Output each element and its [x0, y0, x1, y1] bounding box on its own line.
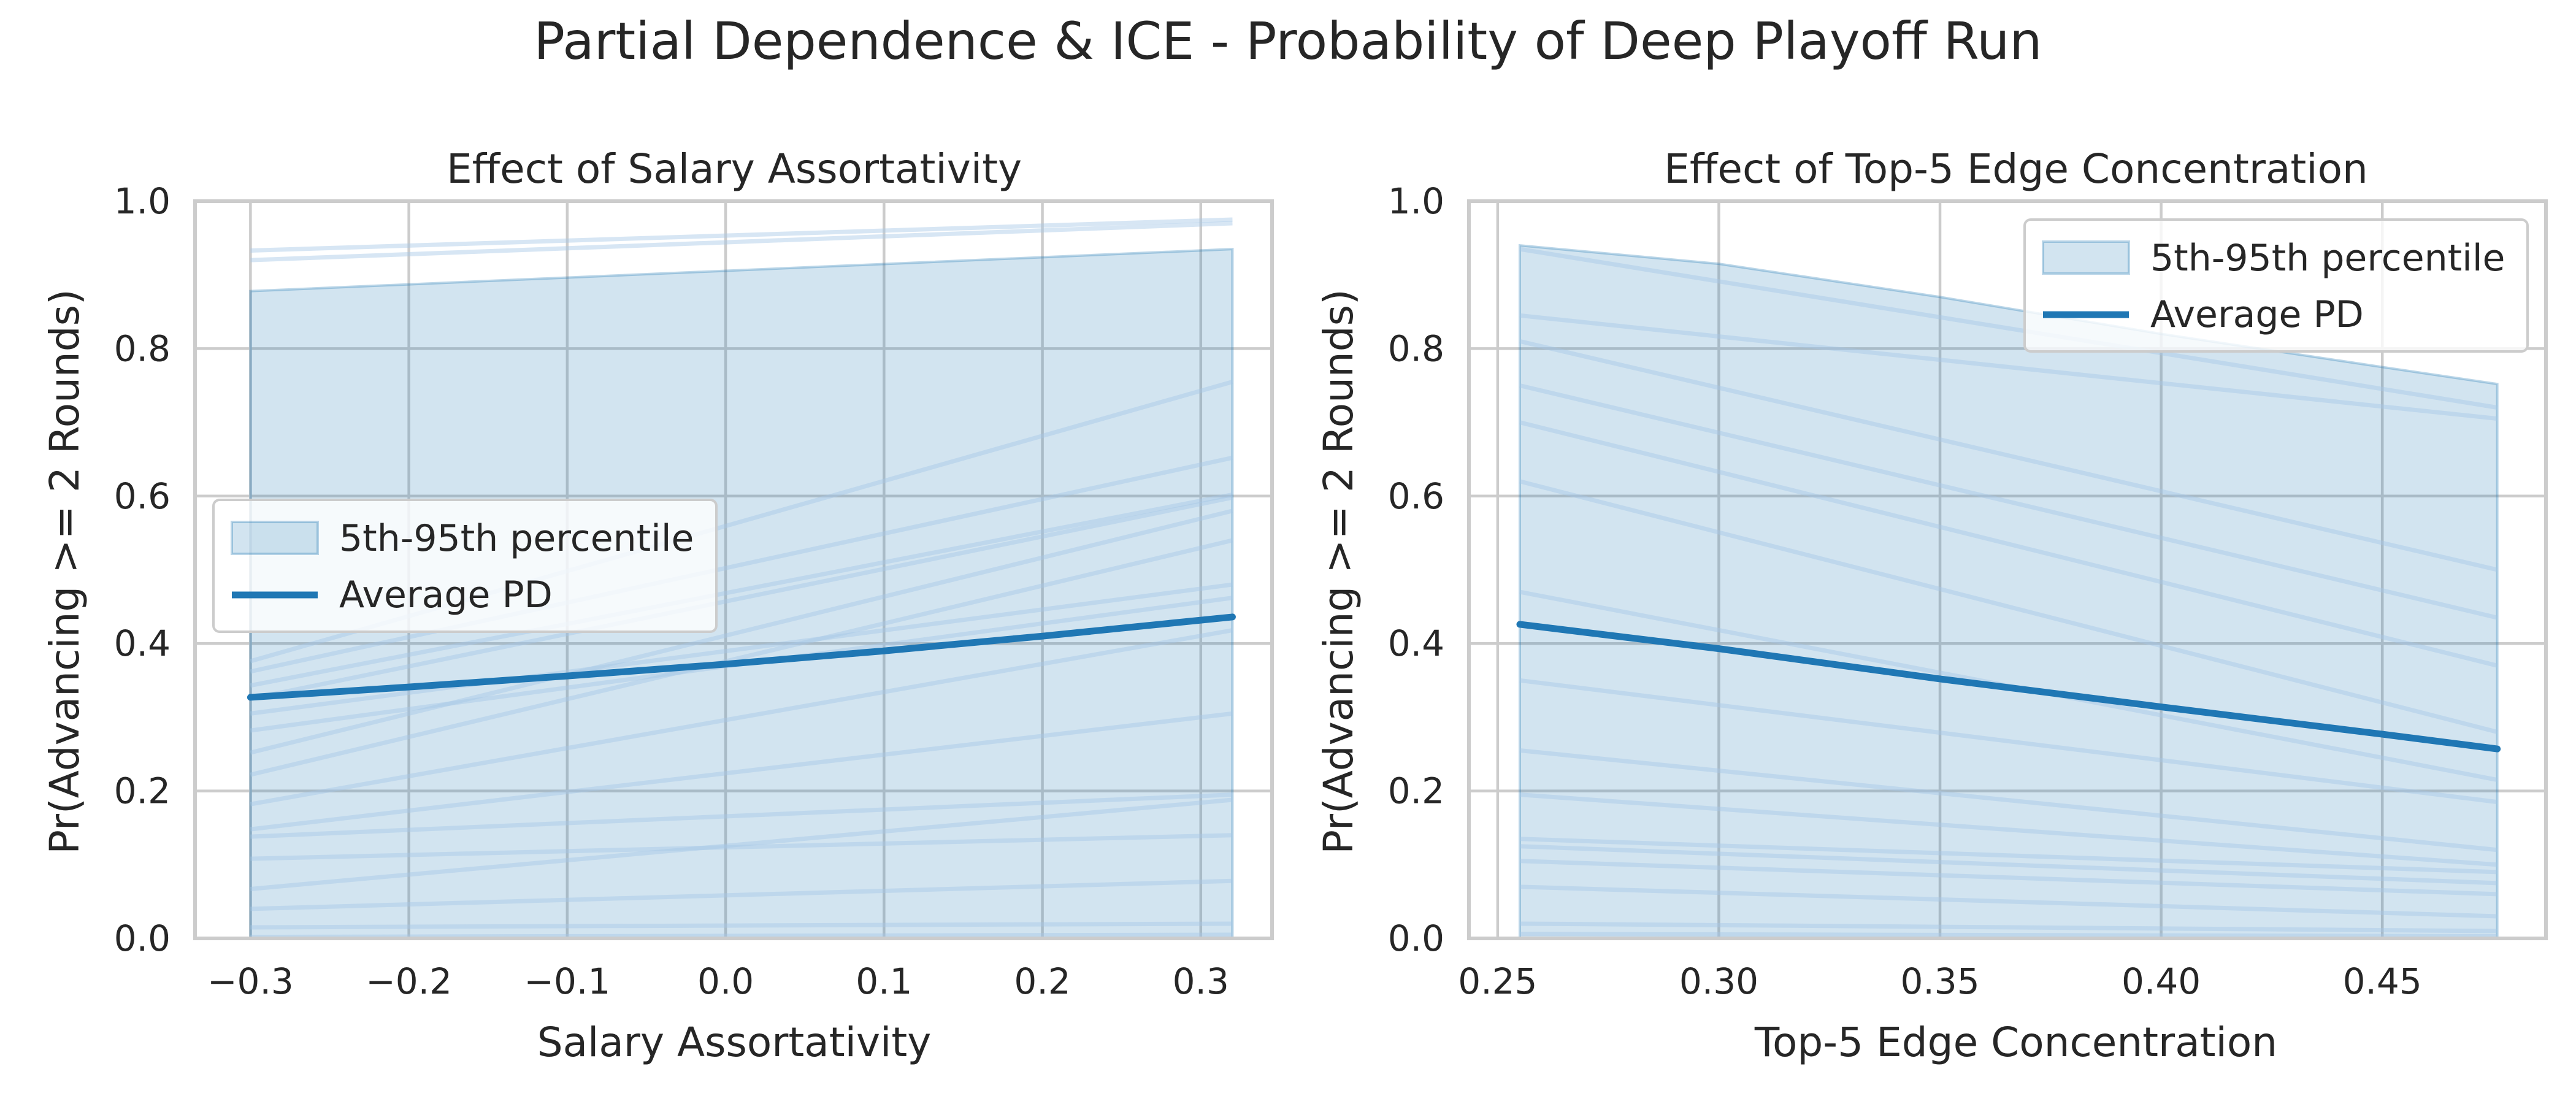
x-tick-label: 0.30	[1679, 960, 1758, 1002]
average-pd	[1516, 621, 2501, 753]
ice-curve	[1519, 837, 2497, 875]
legend-label-line: Average PD	[339, 573, 553, 616]
ice-curve	[1519, 932, 2497, 938]
ice-curves	[250, 217, 1233, 940]
subplot-top5-edge-concentration: Effect of Top-5 Edge Concentration Top-5…	[1315, 145, 2548, 1066]
ice-curve	[1519, 748, 2498, 853]
y-axis-label: Pr(Advancing >= 2 Rounds)	[1315, 289, 1362, 854]
x-tick-label: 0.40	[2122, 960, 2201, 1002]
x-tick-label: 0.35	[1900, 960, 1979, 1002]
ice-curve	[250, 833, 1233, 861]
ice-curve	[250, 628, 1233, 807]
ice-curve	[250, 455, 1233, 674]
y-tick-label: 0.8	[1388, 328, 1444, 369]
y-tick-label: 0.0	[114, 918, 171, 959]
ice-curve	[1519, 844, 2497, 886]
ice-curve	[1519, 479, 2498, 734]
subplot-title: Effect of Top-5 Edge Concentration	[1664, 145, 2368, 193]
ice-curve	[1519, 383, 2498, 620]
y-tick-label: 0.6	[1388, 475, 1444, 517]
legend: 5th-95th percentile Average PD	[2023, 218, 2529, 353]
ice-curve	[1519, 792, 2497, 867]
ice-curve	[1519, 921, 2497, 933]
x-tick-label: 0.3	[1173, 960, 1229, 1002]
ice-curve	[250, 878, 1233, 911]
y-tick-label: 0.8	[114, 328, 171, 369]
axes-frame	[1467, 199, 2548, 940]
subplot-title: Effect of Salary Assortativity	[447, 145, 1022, 193]
x-tick-labels: −0.3 −0.2 −0.1 0.0 0.1 0.2 0.3	[207, 960, 1229, 1002]
legend-label-band: 5th-95th percentile	[2150, 237, 2505, 280]
average-pd	[247, 613, 1236, 701]
x-tick-label: −0.1	[524, 960, 610, 1002]
ice-curve	[250, 221, 1233, 263]
x-tick-labels: 0.25 0.30 0.35 0.40 0.45	[1458, 960, 2421, 1002]
y-tick-label: 1.0	[1388, 180, 1444, 222]
ice-curve	[1519, 420, 2498, 668]
y-axis-label: Pr(Advancing >= 2 Rounds)	[41, 289, 88, 854]
x-tick-label: 0.45	[2343, 960, 2422, 1002]
y-tick-label: 1.0	[114, 180, 171, 222]
legend-box	[2023, 218, 2529, 353]
x-tick-label: 0.2	[1014, 960, 1070, 1002]
ice-curve	[250, 538, 1233, 777]
ice-curve	[1519, 339, 2498, 572]
ice-curve	[250, 921, 1233, 930]
x-tick-label: 0.25	[1458, 960, 1537, 1002]
average-pd-line	[1516, 621, 2501, 753]
ice-curve	[1519, 247, 2498, 410]
x-tick-label: 0.1	[856, 960, 912, 1002]
figure-suptitle: Partial Dependence & ICE - Probability o…	[534, 11, 2042, 71]
ice-curve	[250, 932, 1233, 940]
x-axis-label: Salary Assortativity	[537, 1019, 932, 1066]
ice-curve	[1519, 884, 2497, 919]
ice-curve	[1519, 678, 2498, 805]
ice-curve	[250, 582, 1233, 716]
y-tick-label: 0.2	[1388, 770, 1444, 812]
ice-curve	[250, 792, 1233, 839]
ice-curve	[1519, 313, 2498, 421]
y-tick-labels: 0.0 0.2 0.4 0.6 0.8 1.0	[114, 180, 171, 959]
x-tick-label: −0.3	[207, 960, 294, 1002]
ice-curve	[250, 711, 1233, 832]
axes-frame	[193, 199, 1274, 940]
ice-curve	[250, 508, 1233, 755]
ice-curve	[250, 495, 1233, 701]
x-tick-label: −0.2	[366, 960, 452, 1002]
x-axis-label: Top-5 Edge Concentration	[1754, 1019, 2277, 1066]
legend-label-band: 5th-95th percentile	[339, 517, 694, 560]
average-pd-line	[247, 613, 1236, 701]
subplot-salary-assortativity: Effect of Salary Assortativity Salary As…	[41, 145, 1274, 1066]
ice-curve	[250, 492, 1233, 688]
x-tick-label: 0.0	[697, 960, 754, 1002]
y-tick-labels: 0.0 0.2 0.4 0.6 0.8 1.0	[1388, 180, 1444, 959]
legend-label-line: Average PD	[2150, 293, 2364, 336]
ice-curve	[1519, 859, 2497, 897]
legend-box	[212, 499, 718, 633]
legend-swatch-band	[2042, 240, 2130, 275]
y-tick-label: 0.2	[114, 770, 171, 812]
y-tick-label: 0.4	[1388, 623, 1444, 664]
y-tick-label: 0.0	[1388, 918, 1444, 959]
y-tick-label: 0.4	[114, 623, 171, 664]
y-tick-label: 0.6	[114, 475, 171, 517]
legend-swatch-band	[231, 521, 319, 555]
ice-curve	[250, 797, 1233, 891]
ice-curve	[250, 217, 1233, 253]
legend: 5th-95th percentile Average PD	[212, 499, 718, 633]
